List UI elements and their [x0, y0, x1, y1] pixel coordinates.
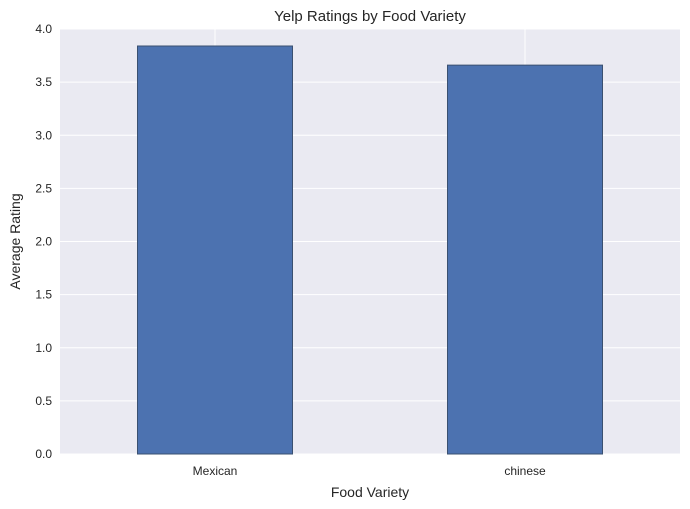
y-tick-label: 4.0: [35, 22, 52, 36]
y-tick-label: 0.5: [35, 394, 52, 408]
x-tick-label: chinese: [504, 464, 546, 478]
x-axis-ticks: Mexican chinese: [193, 464, 546, 478]
x-tick-label: Mexican: [193, 464, 238, 478]
y-tick-label: 1.0: [35, 341, 52, 355]
bar-mexican: [137, 45, 293, 455]
bars: [137, 45, 603, 455]
y-tick-label: 2.5: [35, 181, 52, 195]
y-tick-label: 3.5: [35, 75, 52, 89]
y-tick-label: 3.0: [35, 128, 52, 142]
y-axis-label: Average Rating: [7, 193, 23, 289]
y-tick-label: 1.5: [35, 288, 52, 302]
bar-chinese: [447, 64, 603, 455]
y-axis-ticks: 0.0 0.5 1.0 1.5 2.0 2.5 3.0 3.5 4.0: [35, 22, 52, 461]
y-tick-label: 2.0: [35, 235, 52, 249]
x-axis-label: Food Variety: [331, 484, 409, 500]
y-tick-label: 0.0: [35, 447, 52, 461]
chart-title: Yelp Ratings by Food Variety: [274, 8, 466, 25]
